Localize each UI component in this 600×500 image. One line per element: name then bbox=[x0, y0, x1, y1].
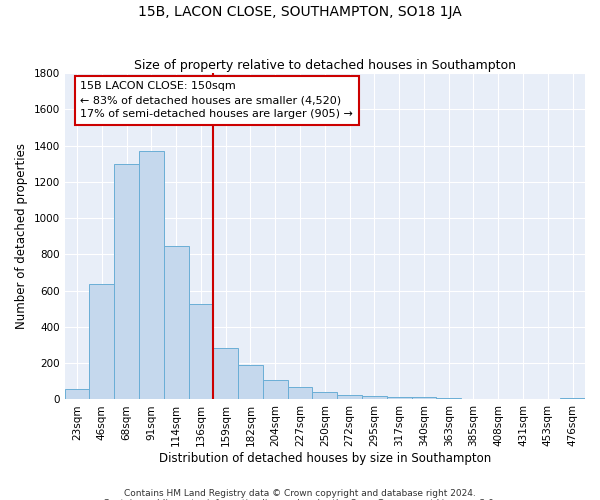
Bar bbox=[139, 151, 164, 400]
Bar bbox=[89, 284, 114, 400]
Text: Contains public sector information licensed under the Open Government Licence v3: Contains public sector information licen… bbox=[103, 498, 497, 500]
Bar bbox=[238, 365, 263, 400]
Bar bbox=[362, 396, 387, 400]
Bar bbox=[511, 398, 535, 400]
Bar bbox=[287, 387, 313, 400]
Bar bbox=[560, 398, 585, 400]
Bar bbox=[535, 398, 560, 400]
Y-axis label: Number of detached properties: Number of detached properties bbox=[15, 144, 28, 330]
Bar bbox=[337, 395, 362, 400]
Bar bbox=[461, 398, 486, 400]
Bar bbox=[188, 304, 214, 400]
Bar bbox=[214, 348, 238, 400]
Bar bbox=[65, 388, 89, 400]
Bar bbox=[486, 398, 511, 400]
Bar bbox=[387, 396, 412, 400]
Bar bbox=[114, 164, 139, 400]
Text: Contains HM Land Registry data © Crown copyright and database right 2024.: Contains HM Land Registry data © Crown c… bbox=[124, 488, 476, 498]
Bar bbox=[436, 398, 461, 400]
Title: Size of property relative to detached houses in Southampton: Size of property relative to detached ho… bbox=[134, 59, 516, 72]
Bar bbox=[412, 396, 436, 400]
Text: 15B LACON CLOSE: 150sqm
← 83% of detached houses are smaller (4,520)
17% of semi: 15B LACON CLOSE: 150sqm ← 83% of detache… bbox=[80, 82, 353, 120]
X-axis label: Distribution of detached houses by size in Southampton: Distribution of detached houses by size … bbox=[159, 452, 491, 465]
Text: 15B, LACON CLOSE, SOUTHAMPTON, SO18 1JA: 15B, LACON CLOSE, SOUTHAMPTON, SO18 1JA bbox=[138, 5, 462, 19]
Bar bbox=[263, 380, 287, 400]
Bar bbox=[164, 246, 188, 400]
Bar bbox=[313, 392, 337, 400]
